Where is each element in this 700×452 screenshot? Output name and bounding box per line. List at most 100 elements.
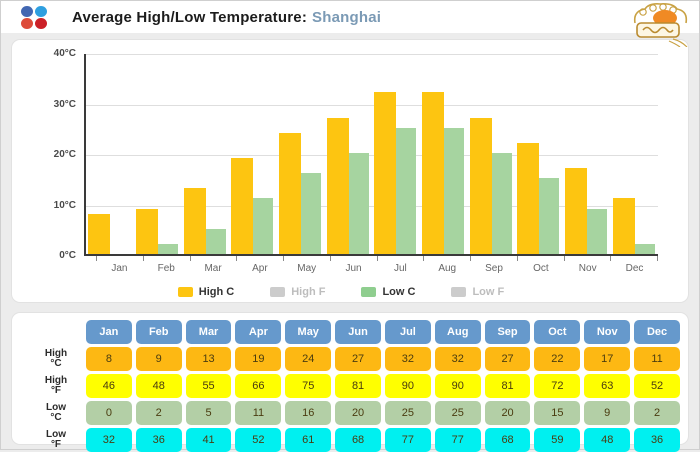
bar-group-dec [612,198,656,254]
bar-group-jun [326,117,370,254]
table-cell-feb: 2 [135,401,182,425]
bar-group-aug [421,92,465,254]
table-cell-may: 24 [285,347,332,371]
x-label-jun: Jun [345,263,362,274]
x-label-dec: Dec [625,263,644,274]
table-cell-aug: 90 [434,374,481,398]
site-logo[interactable] [629,1,691,48]
bar-low-c-may[interactable] [300,173,321,254]
bar-low-c-jul[interactable] [396,127,417,254]
table-cell-dec: 36 [634,428,680,452]
bar-high-c-aug[interactable] [421,92,444,254]
table-cell-jul: 32 [384,347,431,371]
table-cell-apr: 66 [235,374,282,398]
bar-series [86,54,658,254]
table-cell-feb: 36 [135,428,182,452]
bar-low-c-jun[interactable] [348,153,369,254]
x-label-mar: Mar [204,263,222,274]
table-header-apr: Apr [235,320,282,344]
x-label-aug: Aug [438,263,457,274]
x-tick [563,256,611,261]
bar-low-c-aug[interactable] [443,127,464,254]
table-row-label: Low °F [46,429,66,450]
bar-low-c-nov[interactable] [586,208,607,254]
legend-item-low-f[interactable]: Low F [451,286,504,298]
x-label-jan: Jan [111,263,128,274]
x-tick [610,256,657,261]
table-cell-sep: 27 [484,347,531,371]
x-label-feb: Feb [157,263,175,274]
bar-high-c-jan[interactable] [88,213,111,254]
table-cell-jan: 8 [86,347,132,371]
table-header-mar: Mar [185,320,232,344]
bar-high-c-apr[interactable] [231,158,254,254]
table-header-oct: Oct [534,320,581,344]
table-cell-jan: 32 [86,428,132,452]
x-label-apr: Apr [252,263,268,274]
bar-low-c-apr[interactable] [253,198,274,254]
table-header-dec: Dec [634,320,680,344]
table-cell-jul: 77 [384,428,431,452]
x-label-oct: Oct [533,263,549,274]
y-tick-label: 0°C [59,250,76,261]
table-cell-jul: 25 [384,401,431,425]
table-cell-jan: 0 [86,401,132,425]
table-header-aug: Aug [434,320,481,344]
x-axis-ticks [96,256,658,261]
bar-high-c-jun[interactable] [326,117,349,254]
legend-swatch [361,287,377,297]
title-text: Average High/Low Temperature: [72,8,308,26]
bar-high-c-oct[interactable] [517,142,540,254]
legend-item-high-c[interactable]: High C [177,286,235,298]
y-tick-label: 30°C [53,98,76,110]
bar-low-c-sep[interactable] [491,153,512,254]
table-cell-jun: 81 [335,374,381,398]
table-cell-aug: 77 [434,428,481,452]
bar-low-c-mar[interactable] [205,228,226,254]
y-tick-label: 10°C [53,199,76,211]
bar-low-c-dec[interactable] [634,243,655,254]
share-buttons [21,5,48,29]
share-icon-blue-1[interactable] [21,5,33,17]
bar-group-sep [469,117,513,254]
table-cell-sep: 81 [484,374,531,398]
bar-high-c-sep[interactable] [469,117,492,254]
table-cell-nov: 48 [584,428,631,452]
table-cell-oct: 59 [534,428,581,452]
chart-panel: 0°C 10°C 20°C 30°C 40°C Jan Feb Mar Apr May Jun Ju… [11,39,689,303]
table-cell-jun: 20 [335,401,381,425]
table-cell-may: 16 [285,401,332,425]
gridline [86,205,658,207]
legend-label: Low C [382,286,416,298]
header-bar: Average High/Low Temperature: Shanghai [1,1,699,48]
bar-high-c-may[interactable] [278,132,301,254]
x-tick [329,256,377,261]
share-icon-blue-2[interactable] [35,5,47,17]
table-cell-oct: 72 [534,374,581,398]
bar-high-c-jul[interactable] [374,92,397,254]
chart-legend: High C High F Low C Low F [24,286,658,298]
bar-low-c-feb[interactable] [157,243,178,254]
bar-high-c-mar[interactable] [183,188,206,254]
table-header-sep: Sep [484,320,531,344]
bar-low-c-oct[interactable] [539,178,560,254]
table-cell-feb: 48 [135,374,182,398]
page-title: Average High/Low Temperature: Shanghai [72,9,381,26]
bar-high-c-dec[interactable] [612,198,635,254]
legend-swatch [451,287,467,297]
bar-group-may [278,132,322,254]
x-tick [142,256,190,261]
table-header-jul: Jul [384,320,431,344]
bar-high-c-nov[interactable] [564,168,587,254]
legend-label: High C [198,286,235,298]
legend-item-low-c[interactable]: Low C [361,286,415,298]
x-tick [96,256,143,261]
bar-high-c-feb[interactable] [135,208,158,254]
legend-item-high-f[interactable]: High F [270,286,325,298]
legend-label: High F [291,286,326,298]
table-cell-jun: 27 [335,347,381,371]
share-icon-red-2[interactable] [35,17,47,29]
bar-group-jan [88,213,131,254]
share-icon-red-1[interactable] [21,17,33,29]
